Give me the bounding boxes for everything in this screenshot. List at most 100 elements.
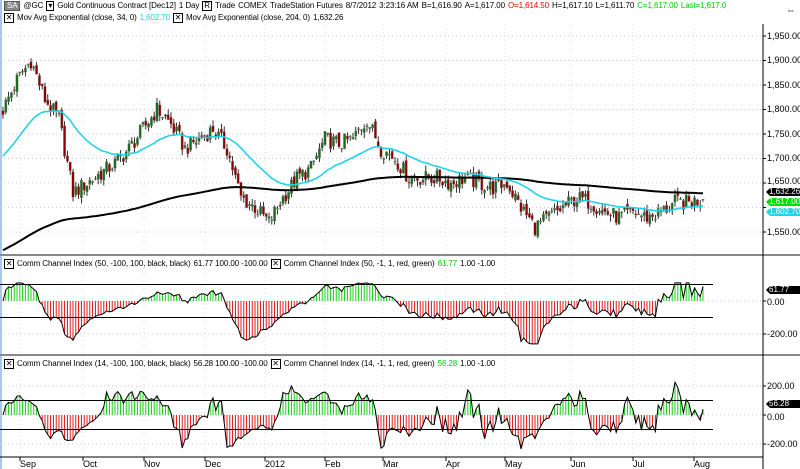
candle-up	[4, 99, 8, 113]
candle-up	[640, 215, 643, 218]
candle-down	[606, 210, 610, 216]
candle-down	[399, 169, 402, 174]
candle-up	[135, 137, 139, 145]
month-label: Apr	[446, 459, 461, 469]
month-label: Dec	[205, 459, 222, 469]
candle-down	[581, 190, 585, 198]
candle-down	[558, 207, 562, 212]
candle-up	[124, 151, 128, 160]
candle-down	[35, 64, 39, 75]
candle-up	[600, 209, 604, 215]
candle-down	[528, 212, 531, 218]
candle-down	[365, 125, 369, 128]
candle-up	[306, 167, 310, 179]
candle-up	[620, 211, 624, 214]
cci14-label: Comm Channel Index (14, -100, 100, black…	[17, 359, 191, 368]
candle-up	[654, 218, 657, 221]
candle-up	[514, 193, 517, 201]
candle-down	[346, 135, 349, 140]
candle-down	[508, 185, 512, 192]
remove-ema204-button[interactable]: ✕	[172, 13, 183, 23]
month-label: Mar	[383, 459, 399, 469]
month-label: May	[505, 459, 523, 469]
candle-down	[253, 205, 257, 214]
cci14-legend: ✕ Comm Channel Index (14, -100, 100, bla…	[4, 358, 495, 370]
candle-up	[287, 192, 290, 200]
month-label: 2012	[265, 459, 286, 469]
candle-down	[245, 194, 248, 208]
candle-down	[166, 114, 170, 120]
candle-down	[598, 210, 601, 213]
candle-up	[194, 142, 198, 145]
candle-down	[614, 210, 618, 223]
candle-down	[68, 161, 72, 172]
bid: B=1,616.90	[421, 1, 462, 10]
candle-down	[556, 205, 559, 211]
cci14-axis-label: 200.00	[767, 381, 795, 391]
candle-up	[648, 214, 652, 225]
symbol: @GC	[23, 1, 44, 10]
candle-up	[91, 181, 95, 184]
remove-cci50b-button[interactable]: ✕	[270, 259, 281, 269]
cci14-tag: 56.28	[766, 400, 800, 408]
candle-up	[52, 103, 55, 111]
candle-up	[276, 207, 279, 210]
ema204-value: 1,632.26	[312, 13, 344, 22]
remove-ema34-button[interactable]: ✕	[4, 13, 14, 23]
candle-up	[74, 186, 78, 196]
mode-dropdown[interactable]: R	[202, 1, 212, 11]
candle-down	[665, 204, 669, 213]
candle-up	[362, 128, 366, 133]
low: L=1,611.70	[595, 1, 635, 10]
candle-down	[21, 71, 24, 73]
cci50-line	[2, 282, 704, 345]
candle-up	[670, 202, 674, 210]
description-dropdown[interactable]: ▾	[46, 1, 55, 11]
month-label: Feb	[325, 459, 341, 469]
candle-down	[228, 155, 232, 159]
description: Gold Continuous Contract [Dec12]	[57, 1, 176, 10]
candle-down	[262, 206, 265, 215]
candle-down	[99, 170, 103, 180]
candle-up	[149, 117, 153, 126]
candle-down	[505, 181, 509, 188]
candle-down	[298, 168, 302, 174]
candle-up	[105, 161, 109, 173]
candle-down	[284, 194, 288, 202]
candle-down	[278, 204, 282, 207]
cci14b-value: 56.28	[437, 359, 458, 368]
candle-down	[161, 117, 164, 119]
candle-down	[441, 181, 444, 186]
price-label: 1,700.00	[767, 153, 800, 163]
remove-cci14b-button[interactable]: ✕	[270, 359, 281, 369]
time: 3:23:16 AM	[379, 1, 419, 10]
candle-down	[65, 155, 69, 162]
candle-up	[673, 194, 677, 203]
candle-down	[511, 190, 514, 198]
candle-up	[247, 204, 251, 207]
month-label: Jun	[571, 459, 586, 469]
candle-down	[530, 215, 534, 220]
candle-up	[522, 206, 526, 210]
candle-up	[449, 182, 453, 192]
candle-up	[301, 169, 304, 177]
symbol-menu-button[interactable]: SA	[4, 1, 21, 11]
candle-down	[264, 213, 268, 217]
candle-down	[376, 141, 380, 147]
candle-up	[612, 207, 615, 214]
candle-down	[93, 178, 97, 180]
expand-icon[interactable]: ⇔	[786, 5, 795, 15]
candle-up	[57, 113, 61, 115]
remove-cci50-button[interactable]: ✕	[4, 259, 14, 269]
cci50b-value: 61.77	[437, 259, 458, 268]
candle-down	[152, 116, 156, 121]
candle-down	[337, 132, 341, 148]
remove-cci14-button[interactable]: ✕	[4, 359, 14, 369]
cci50-label: Comm Channel Index (50, -100, 100, black…	[17, 259, 191, 268]
candle-down	[186, 147, 190, 154]
candle-up	[488, 181, 492, 191]
candle-down	[110, 168, 114, 171]
data-source: TradeStation Futures	[269, 1, 343, 10]
candle-up	[295, 171, 299, 191]
